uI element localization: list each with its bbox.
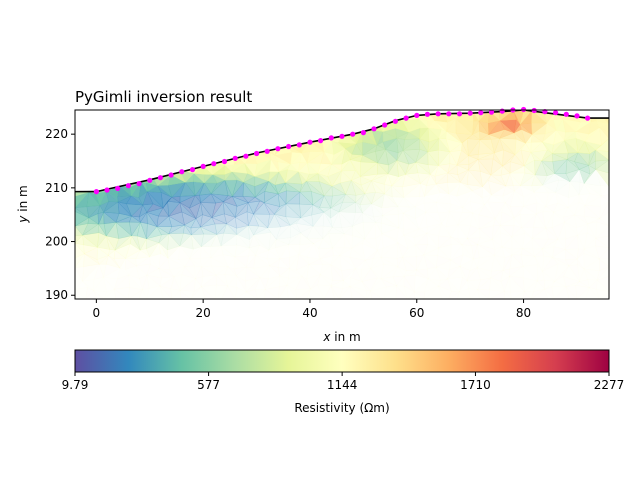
x-axis-ticks: 0 20 40 60 80	[93, 299, 531, 320]
y-axis-label: y in m	[16, 185, 30, 223]
electrode-marker	[211, 161, 217, 167]
y-tick-label: 210	[45, 181, 68, 195]
electrode-marker	[318, 138, 324, 144]
electrode-marker	[168, 172, 174, 178]
plot-frame	[74, 109, 610, 300]
electrode-marker	[563, 111, 569, 117]
electrodes	[93, 106, 591, 195]
electrode-marker	[360, 130, 366, 136]
electrode-marker	[189, 167, 196, 173]
electrode-marker	[179, 169, 185, 175]
electrode-marker	[478, 110, 484, 116]
x-tick-label: 80	[516, 306, 531, 320]
electrode-marker	[371, 126, 377, 132]
colorbar-tick-label: 1144	[327, 378, 358, 392]
electrode-marker	[254, 150, 260, 157]
electrode-marker	[104, 187, 110, 193]
electrode-marker	[467, 110, 473, 116]
chart-title: PyGimli inversion result	[75, 88, 252, 106]
electrode-marker	[585, 115, 591, 121]
electrode-marker	[392, 118, 398, 124]
electrode-marker	[328, 135, 334, 141]
colorbar-tick-label: 577	[197, 378, 220, 392]
electrode-marker	[350, 131, 356, 137]
electrode-marker	[456, 111, 463, 117]
electrode-marker	[382, 122, 388, 128]
electrode-marker	[307, 139, 313, 145]
electrode-marker	[115, 185, 121, 191]
colorbar-tick-label: 2277	[594, 378, 625, 392]
electrode-marker	[275, 146, 281, 152]
electrode-marker	[200, 163, 206, 169]
colorbar	[74, 349, 610, 373]
electrode-marker	[414, 112, 420, 118]
electrode-marker	[424, 111, 430, 117]
electrode-marker	[147, 177, 153, 183]
electrode-marker	[243, 153, 249, 159]
electrode-marker	[232, 155, 238, 161]
electrode-marker	[574, 113, 580, 119]
electrode-marker	[403, 115, 409, 121]
electrode-marker	[221, 158, 228, 165]
colorbar-tick-label: 9.79	[62, 378, 89, 392]
x-tick-label: 60	[409, 306, 424, 320]
electrode-marker	[296, 142, 302, 148]
resistivity-field	[75, 110, 609, 299]
colorbar-ticks: 9.79 577 1144 1710 2277	[62, 372, 625, 392]
electrode-marker	[136, 181, 142, 187]
electrode-marker	[553, 110, 559, 116]
colorbar-tick-label: 1710	[460, 378, 491, 392]
colorbar-label: Resistivity (Ωm)	[294, 401, 389, 415]
electrode-marker	[286, 143, 292, 150]
y-tick-label: 190	[45, 288, 68, 302]
electrode-marker	[435, 111, 441, 117]
electrode-marker	[264, 148, 270, 154]
electrode-marker	[499, 108, 505, 114]
electrode-marker	[93, 189, 99, 195]
electrode-marker	[488, 109, 495, 115]
x-axis-label: x in m	[322, 330, 360, 344]
electrode-marker	[339, 133, 345, 139]
x-tick-label: 40	[302, 306, 317, 320]
x-tick-label: 20	[196, 306, 211, 320]
y-tick-label: 200	[45, 235, 68, 249]
electrode-marker	[157, 175, 163, 181]
y-tick-label: 220	[45, 127, 68, 141]
x-tick-label: 0	[93, 306, 101, 320]
electrode-marker	[125, 183, 131, 189]
electrode-marker	[446, 111, 452, 117]
y-axis-ticks: 190 200 210 220	[45, 127, 75, 302]
